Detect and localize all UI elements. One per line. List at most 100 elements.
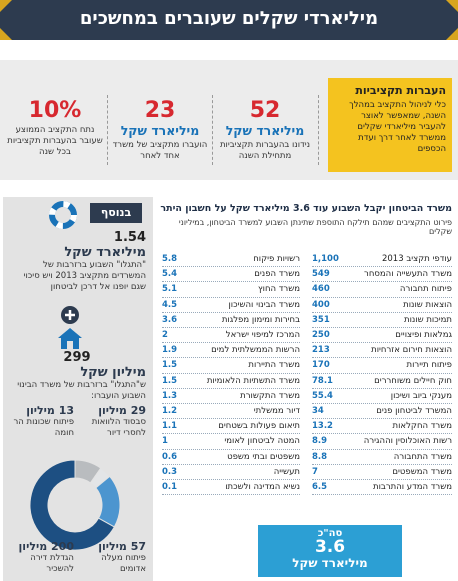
row-value: 1.1 xyxy=(162,421,178,432)
stat-number: 10% xyxy=(28,98,82,123)
breakdown-unit: מיליון xyxy=(26,404,55,417)
table-row: משפטים ובתי משפט 0.6 xyxy=(162,450,300,465)
table-row: משרד החקלאות 13.2 xyxy=(312,419,453,435)
row-name: תעשייה xyxy=(273,466,300,477)
breakdown-number: 29 מיליון xyxy=(80,404,146,417)
row-name: דיור ממשלתי xyxy=(253,406,300,417)
breakdown-name: פיתוח מעלה אדומים xyxy=(101,553,146,574)
row-name: המשרד לביטחון פנים xyxy=(376,406,452,417)
table-row: מענקי ביוב ושיכון 55.4 xyxy=(312,389,452,404)
sidebar xyxy=(3,197,153,581)
table-row: רשות האוכלוסין וההגירה 8.9 xyxy=(312,434,452,450)
stat-text: הועברו מתקציב של משרד אחד לאחר xyxy=(112,140,208,162)
row-value: 351 xyxy=(312,314,330,325)
item-text: ש"התגלו" ברזרבות של משרד הבינוי השבוע הו… xyxy=(17,380,146,402)
breakdown-number: 13 מיליון xyxy=(8,404,74,417)
breakdown-unit: מיליון xyxy=(98,540,127,553)
table-row: משרד המדע והתרבות 6.5 xyxy=(312,480,452,496)
total-box: סה"כ 3.6 מיליארד שקל xyxy=(258,525,402,577)
row-value: 250 xyxy=(312,330,330,341)
table-row: הוצאות שונות 400 xyxy=(312,298,452,313)
row-name: תיאום פעולות בשטחים xyxy=(218,421,300,432)
intro-text: כלי לניהול התקציב במהלך השנה, שמאפשר לאו… xyxy=(349,100,446,155)
row-name: משרד הבינוי והשיכון xyxy=(228,299,300,310)
stat-unit: מיליארד שקל xyxy=(120,123,200,138)
row-value: 34 xyxy=(312,406,324,417)
row-value: 400 xyxy=(312,299,330,310)
donut-segment xyxy=(29,459,115,551)
table-row: משרד התשתיות הלאומיות 1.5 xyxy=(162,374,300,389)
table-row: הרשות הממשלתית למים 1.9 xyxy=(162,343,300,359)
intro-box: העברות תקציביות כלי לניהול התקציב במהלך … xyxy=(328,78,452,172)
separator xyxy=(318,95,319,165)
row-value: 549 xyxy=(312,269,330,280)
row-value: 8.9 xyxy=(312,436,328,447)
title: מיליארדי שקלים שעוברים במחשכים xyxy=(79,8,379,29)
row-name: תמיכות שונות xyxy=(403,314,452,325)
breakdown-unit: מיליון xyxy=(18,540,48,553)
sidebar-tag: בנוסף xyxy=(90,203,142,223)
row-value: 1.3 xyxy=(162,390,178,401)
row-name: פיתוח תחבורה xyxy=(399,284,452,295)
row-value: 1.5 xyxy=(162,375,178,386)
total-label: סה"כ xyxy=(317,528,343,539)
row-value: 1.2 xyxy=(162,406,178,417)
breakdown-name: סבסוד הלוואות לחסרי דיור xyxy=(91,417,146,438)
breakdown-number: 200 מיליון xyxy=(8,540,74,553)
breakdown-item: 200 מיליון הגדלת דירה להשכיר xyxy=(8,540,74,574)
breakdown-unit: מיליון xyxy=(98,404,127,417)
row-value: 55.4 xyxy=(312,390,333,401)
stat-unit: מיליארד שקל xyxy=(225,123,305,138)
row-name: רשות האוכלוסין וההגירה xyxy=(363,436,452,447)
stat: 10% נתח התקציב הממוצע שעובר בהעברות תקצי… xyxy=(5,98,105,158)
table-row: נשיא המדינה ולשכתו 0.1 xyxy=(162,480,300,496)
table-row: משרד התיירות 1.5 xyxy=(162,358,300,374)
table-row: משרד הבינוי והשיכון 4.5 xyxy=(162,298,300,313)
row-name: המרכז למיפוי ישראל xyxy=(225,330,300,341)
plus-icon xyxy=(61,306,79,324)
table-row: חוק חיילים משוחררים 78.1 xyxy=(312,374,452,389)
stat: 52 מיליארד שקל נידונו בהעברות תקציביות מ… xyxy=(215,98,315,162)
table-row: פיתוח תחבורה 460 xyxy=(312,282,452,298)
total-unit: מיליארד שקל xyxy=(292,556,368,570)
breakdown-item: 29 מיליון סבסוד הלוואות לחסרי דיור xyxy=(80,404,146,438)
stat-text: נידונו בהעברות תקציביות מתחילת השנה xyxy=(219,140,311,162)
row-name: מענקי ביוב ושיכון xyxy=(390,390,452,401)
table-row: משרד החוץ 5.1 xyxy=(162,282,300,298)
item-text: "התגלו" השבוע ברזרבות של המשרדים מתקציב … xyxy=(23,260,146,293)
item-number: 1.54 xyxy=(113,230,146,245)
breakdown-name: פיתוח שכונות הר חומה xyxy=(13,417,74,438)
row-name: משרד החקלאות xyxy=(392,421,453,432)
table-row: המטה לביטחון לאומי 1 xyxy=(162,434,300,450)
row-value: 0.1 xyxy=(162,482,178,493)
lifebuoy-icon xyxy=(49,201,77,229)
row-value: 7 xyxy=(312,466,318,477)
row-name: הוצאות שונות xyxy=(403,299,452,310)
row-value: 1,100 xyxy=(312,254,339,265)
row-name: משרד החוץ xyxy=(258,284,300,295)
row-name: בחירות ומימון מפלגות xyxy=(221,314,300,325)
row-value: 78.1 xyxy=(312,375,333,386)
breakdown-value: 57 xyxy=(130,540,146,553)
sidebar-item: 1.54 מיליארד שקל "התגלו" השבוע ברזרבות ש… xyxy=(8,230,146,293)
table-row: בחירות ומימון מפלגות 3.6 xyxy=(162,313,300,328)
row-name: משרד התקשורת xyxy=(240,390,300,401)
row-value: 5.4 xyxy=(162,269,178,280)
table-row: תמיכות שונות 351 xyxy=(312,313,452,328)
table-row: פיתוח תיירות 170 xyxy=(312,358,452,374)
breakdown-item: 13 מיליון פיתוח שכונות הר חומה xyxy=(8,404,74,438)
row-name: עודפי תקציב 2013 xyxy=(381,254,452,265)
row-value: 5.1 xyxy=(162,284,178,295)
row-value: 213 xyxy=(312,345,330,356)
table-row: עודפי תקציב 2013 1,100 xyxy=(312,252,452,268)
row-name: הוצאות חירום אזרחיות xyxy=(371,345,452,356)
row-name: משרד התיירות xyxy=(248,360,300,371)
sidebar-item: 299 מיליון שקל ש"התגלו" ברזרבות של משרד … xyxy=(8,350,146,402)
table-row: משרד התחבורה 8.8 xyxy=(312,450,452,465)
row-value: 1.5 xyxy=(162,360,178,371)
stat-number: 23 xyxy=(144,98,176,123)
table-row: המשרד לביטחון פנים 34 xyxy=(312,404,452,420)
breakdown-name: הגדלת דירה להשכיר xyxy=(30,553,74,574)
table-row: משרד התעשייה והמסחר 549 xyxy=(312,267,452,283)
row-name: משרד התעשייה והמסחר xyxy=(364,269,452,280)
